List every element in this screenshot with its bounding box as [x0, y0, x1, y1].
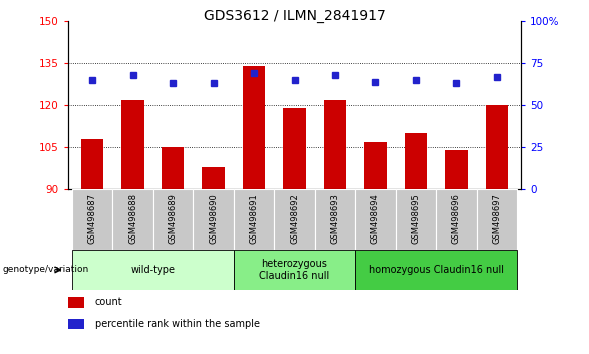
Bar — [234, 189, 274, 250]
Text: GSM498687: GSM498687 — [88, 193, 97, 244]
Text: GSM498694: GSM498694 — [371, 193, 380, 244]
Text: count: count — [95, 297, 123, 308]
Text: GSM498688: GSM498688 — [128, 193, 137, 244]
Bar — [405, 133, 427, 189]
Bar — [365, 142, 386, 189]
Bar — [355, 189, 396, 250]
Bar — [283, 108, 306, 189]
Bar — [72, 250, 234, 290]
Bar — [121, 100, 144, 189]
Text: heterozygous
Claudin16 null: heterozygous Claudin16 null — [259, 259, 330, 281]
Bar — [81, 139, 103, 189]
Bar — [436, 189, 477, 250]
Text: GSM498693: GSM498693 — [330, 193, 339, 244]
Bar — [68, 319, 84, 329]
Bar — [396, 189, 436, 250]
Bar — [445, 150, 468, 189]
Bar — [72, 189, 112, 250]
Text: GSM498697: GSM498697 — [492, 193, 501, 244]
Text: genotype/variation: genotype/variation — [3, 266, 89, 274]
Bar — [234, 250, 355, 290]
Bar — [274, 189, 315, 250]
Bar — [477, 189, 517, 250]
Bar — [153, 189, 193, 250]
Text: GDS3612 / ILMN_2841917: GDS3612 / ILMN_2841917 — [204, 9, 385, 23]
Bar — [315, 189, 355, 250]
Text: GSM498690: GSM498690 — [209, 193, 218, 244]
Bar — [112, 189, 153, 250]
Text: GSM498692: GSM498692 — [290, 193, 299, 244]
Bar — [355, 250, 517, 290]
Bar — [68, 297, 84, 308]
Bar — [203, 167, 224, 189]
Text: GSM498695: GSM498695 — [412, 193, 421, 244]
Bar — [193, 189, 234, 250]
Text: GSM498691: GSM498691 — [250, 193, 259, 244]
Text: GSM498689: GSM498689 — [168, 193, 177, 244]
Bar — [243, 66, 265, 189]
Bar — [162, 147, 184, 189]
Bar — [324, 100, 346, 189]
Text: homozygous Claudin16 null: homozygous Claudin16 null — [369, 265, 504, 275]
Bar — [486, 105, 508, 189]
Text: wild-type: wild-type — [130, 265, 176, 275]
Text: percentile rank within the sample: percentile rank within the sample — [95, 319, 260, 329]
Text: GSM498696: GSM498696 — [452, 193, 461, 244]
